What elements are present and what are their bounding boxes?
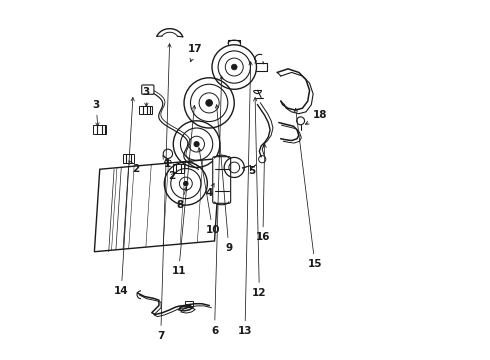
Text: 5: 5 [242,166,256,176]
Text: 15: 15 [294,108,322,269]
Text: 1: 1 [163,156,172,169]
FancyBboxPatch shape [142,85,154,94]
Text: 2: 2 [168,171,175,181]
Text: 4: 4 [205,184,214,198]
Circle shape [184,181,188,186]
Circle shape [194,141,199,147]
Text: 18: 18 [305,111,327,124]
Text: 2: 2 [129,161,139,174]
Text: 14: 14 [114,98,134,296]
Text: 17: 17 [188,44,202,62]
Text: 12: 12 [252,98,267,298]
Text: 13: 13 [238,62,252,336]
Circle shape [206,100,212,106]
Text: 8: 8 [177,187,187,210]
Text: 11: 11 [172,105,196,276]
Text: 9: 9 [215,105,232,253]
Polygon shape [95,158,220,252]
Text: 10: 10 [198,148,220,235]
Text: 16: 16 [256,144,270,242]
Text: 3: 3 [143,87,150,107]
Text: 3: 3 [93,100,100,126]
Text: 7: 7 [157,44,171,341]
FancyBboxPatch shape [213,157,231,203]
Text: 6: 6 [211,76,223,336]
Circle shape [231,64,237,70]
